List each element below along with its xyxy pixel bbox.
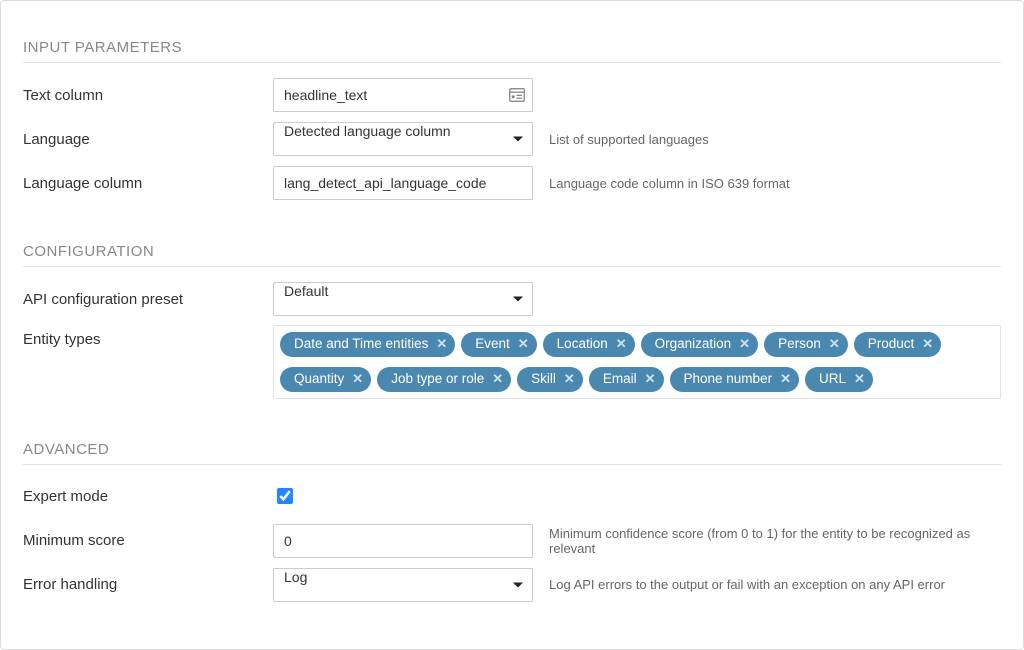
row-language-column: Language column Language code column in … <box>23 165 1001 201</box>
error-handling-select[interactable]: Log <box>273 568 533 602</box>
row-entity-types: Entity types Date and Time entities✕Even… <box>23 325 1001 399</box>
hint-minimum-score: Minimum confidence score (from 0 to 1) f… <box>533 526 1001 556</box>
section-configuration: CONFIGURATION API configuration preset D… <box>23 243 1001 399</box>
entity-type-tag-label: Location <box>557 335 608 354</box>
entity-type-tag-label: Product <box>868 335 915 354</box>
remove-tag-icon[interactable]: ✕ <box>518 335 529 353</box>
remove-tag-icon[interactable]: ✕ <box>645 370 656 388</box>
entity-type-tag-label: Skill <box>531 370 556 389</box>
entity-type-tag-label: Event <box>475 335 510 354</box>
entity-type-tag[interactable]: Product ✕ <box>854 332 941 357</box>
language-select[interactable]: Detected language column <box>273 122 533 156</box>
settings-panel: INPUT PARAMETERS Text column Language <box>0 0 1024 650</box>
remove-tag-icon[interactable]: ✕ <box>352 370 363 388</box>
remove-tag-icon[interactable]: ✕ <box>854 370 865 388</box>
entity-type-tag-label: Job type or role <box>391 370 484 389</box>
remove-tag-icon[interactable]: ✕ <box>436 335 447 353</box>
row-api-preset: API configuration preset Default <box>23 281 1001 317</box>
column-picker-icon[interactable] <box>509 88 525 102</box>
label-expert-mode: Expert mode <box>23 488 273 505</box>
expert-mode-checkbox[interactable] <box>277 488 293 504</box>
entity-type-tag[interactable]: Job type or role ✕ <box>377 367 511 392</box>
remove-tag-icon[interactable]: ✕ <box>616 335 627 353</box>
remove-tag-icon[interactable]: ✕ <box>829 335 840 353</box>
entity-types-tags[interactable]: Date and Time entities✕Event✕Location✕Or… <box>273 325 1001 399</box>
entity-type-tag[interactable]: Email ✕ <box>589 367 664 392</box>
row-minimum-score: Minimum score Minimum confidence score (… <box>23 523 1001 559</box>
minimum-score-input[interactable] <box>273 524 533 558</box>
entity-type-tag[interactable]: Person ✕ <box>764 332 848 357</box>
entity-type-tag-label: Date and Time entities <box>294 335 428 354</box>
label-text-column: Text column <box>23 87 273 104</box>
remove-tag-icon[interactable]: ✕ <box>780 370 791 388</box>
entity-type-tag[interactable]: Date and Time entities ✕ <box>280 332 455 357</box>
entity-type-tag[interactable]: Organization ✕ <box>641 332 758 357</box>
entity-type-tag[interactable]: Phone number ✕ <box>670 367 799 392</box>
entity-type-tag[interactable]: Skill ✕ <box>517 367 583 392</box>
label-api-preset: API configuration preset <box>23 291 273 308</box>
hint-language-column: Language code column in ISO 639 format <box>533 176 1001 191</box>
entity-type-tag-label: Phone number <box>684 370 773 389</box>
remove-tag-icon[interactable]: ✕ <box>492 370 503 388</box>
language-column-input[interactable] <box>273 166 533 200</box>
label-entity-types: Entity types <box>23 325 273 348</box>
hint-error-handling: Log API errors to the output or fail wit… <box>533 577 1001 592</box>
entity-type-tag[interactable]: Event ✕ <box>461 332 536 357</box>
entity-type-tag[interactable]: URL ✕ <box>805 367 873 392</box>
entity-type-tag-label: Organization <box>655 335 732 354</box>
text-column-input[interactable] <box>273 78 533 112</box>
row-error-handling: Error handling Log Log API errors to the… <box>23 567 1001 603</box>
row-language: Language Detected language column List o… <box>23 121 1001 157</box>
row-expert-mode: Expert mode <box>23 479 1001 515</box>
remove-tag-icon[interactable]: ✕ <box>564 370 575 388</box>
entity-type-tag-label: Email <box>603 370 637 389</box>
row-text-column: Text column <box>23 77 1001 113</box>
label-language-column: Language column <box>23 175 273 192</box>
section-title-advanced: ADVANCED <box>23 441 1001 465</box>
section-advanced: ADVANCED Expert mode Minimum score Minim… <box>23 441 1001 603</box>
section-input-parameters: INPUT PARAMETERS Text column Language <box>23 39 1001 201</box>
label-language: Language <box>23 131 273 148</box>
entity-type-tag-label: URL <box>819 370 846 389</box>
entity-type-tag-label: Person <box>778 335 821 354</box>
hint-language: List of supported languages <box>533 132 1001 147</box>
api-preset-select[interactable]: Default <box>273 282 533 316</box>
entity-type-tag-label: Quantity <box>294 370 344 389</box>
remove-tag-icon[interactable]: ✕ <box>739 335 750 353</box>
label-minimum-score: Minimum score <box>23 532 273 549</box>
remove-tag-icon[interactable]: ✕ <box>922 335 933 353</box>
entity-type-tag[interactable]: Location ✕ <box>543 332 635 357</box>
entity-type-tag[interactable]: Quantity ✕ <box>280 367 371 392</box>
label-error-handling: Error handling <box>23 576 273 593</box>
section-title-configuration: CONFIGURATION <box>23 243 1001 267</box>
section-title-input-parameters: INPUT PARAMETERS <box>23 39 1001 63</box>
